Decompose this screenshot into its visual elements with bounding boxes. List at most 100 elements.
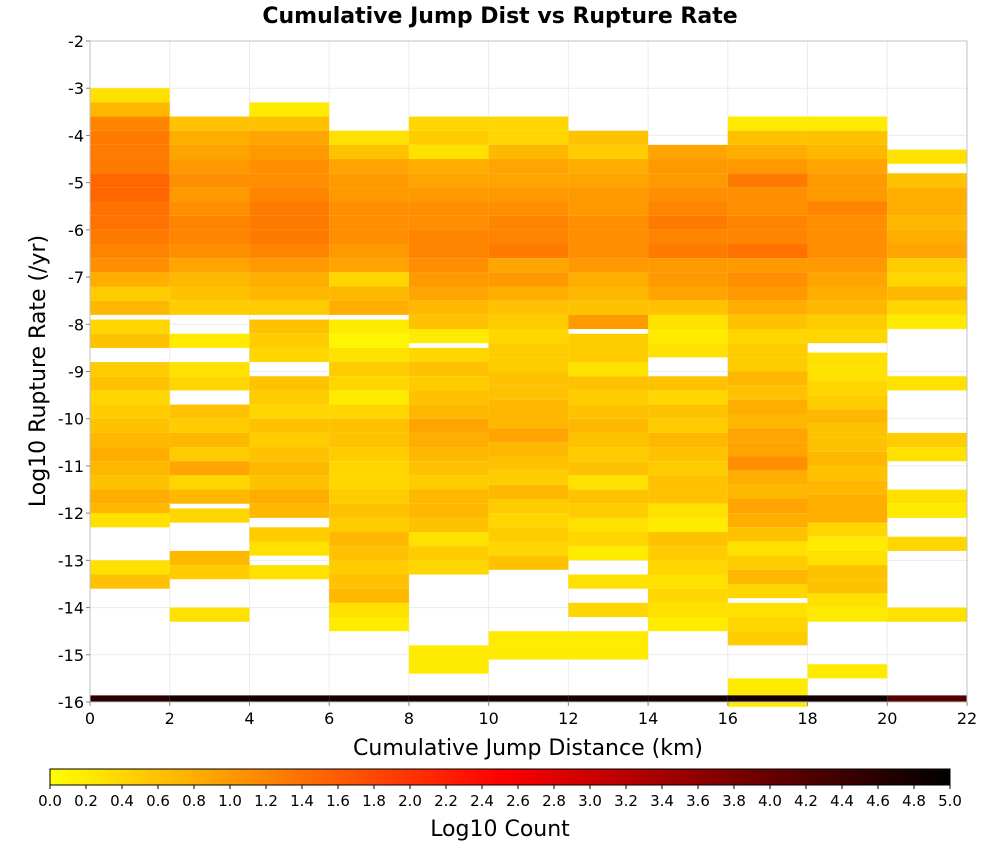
heatmap-cell: [807, 159, 888, 174]
heatmap-cell: [90, 390, 170, 405]
heatmap-cell: [648, 532, 728, 547]
heatmap-cell: [169, 244, 250, 259]
heatmap-cell: [408, 130, 489, 145]
heatmap-cell: [727, 286, 808, 301]
y-tick-label: -16: [58, 693, 84, 712]
heatmap-cell: [568, 432, 649, 448]
colorbar-ticks: 0.0 0.2 0.4 0.6 0.8 1.0 1.2 1.4 1.6 1.8 2.0 2.2 2.4 2…: [38, 785, 962, 810]
heatmap-cell: [568, 362, 649, 377]
heatmap-cell: [169, 376, 250, 391]
heatmap-cell: [807, 258, 888, 273]
heatmap-cell: [568, 517, 649, 533]
heatmap-cell: [249, 258, 330, 273]
heatmap-cell: [568, 475, 649, 490]
heatmap-cell: [648, 229, 728, 245]
heatmap-cell: [90, 489, 170, 504]
heatmap-cell: [408, 404, 489, 419]
heatmap-cell: [807, 395, 888, 410]
heatmap-cell: [488, 343, 569, 358]
colorbar-tick-label: 0.6: [146, 792, 170, 810]
heatmap-cell: [488, 357, 569, 372]
heatmap-cell: [887, 201, 967, 216]
heatmap-cell: [488, 130, 569, 145]
heatmap-cell: [90, 215, 170, 230]
heatmap-cell: [169, 475, 250, 490]
heatmap-cell: [329, 447, 409, 462]
y-tick-label: -15: [58, 646, 84, 665]
heatmap-cell: [648, 258, 728, 273]
heatmap-cell: [329, 461, 409, 476]
heatmap-cell: [90, 173, 170, 188]
colorbar-tick-label: 3.4: [650, 792, 674, 810]
heatmap-cell: [887, 489, 967, 504]
heatmap-cell: [90, 418, 170, 433]
heatmap-cell: [887, 173, 967, 188]
heatmap-cell: [408, 418, 489, 433]
heatmap-cell: [329, 333, 409, 348]
heatmap-cell: [648, 343, 728, 358]
heatmap-cell: [329, 229, 409, 245]
heatmap-cell: [249, 489, 330, 504]
heatmap-cell: [408, 300, 489, 315]
heatmap-cell: [727, 371, 808, 386]
heatmap-cell: [807, 409, 888, 424]
heatmap-cell: [488, 498, 569, 514]
heatmap-cell: [90, 513, 170, 528]
heatmap-cell: [488, 413, 569, 429]
heatmap-cell: [887, 272, 967, 287]
heatmap-cell: [169, 607, 250, 622]
heatmap-cell: [488, 442, 569, 457]
heatmap-cell: [488, 300, 569, 315]
heatmap-cell: [488, 555, 569, 570]
x-tick-label: 16: [718, 709, 738, 728]
heatmap-cell: [568, 602, 649, 618]
heatmap-cell: [408, 475, 489, 490]
heatmap-cell: [329, 244, 409, 259]
heatmap-cell: [488, 371, 569, 386]
heatmap-cell: [90, 258, 170, 273]
heatmap-cell: [329, 532, 409, 547]
heatmap-cell: [90, 272, 170, 287]
heatmap-cell: [568, 404, 649, 419]
heatmap-cell: [249, 173, 330, 188]
heatmap-cell: [727, 144, 808, 160]
heatmap-cell: [488, 399, 569, 415]
heatmap-cell: [648, 390, 728, 405]
heatmap-cell: [648, 300, 728, 315]
heatmap-cell: [408, 447, 489, 462]
heatmap-cell: [329, 376, 409, 391]
heatmap-cell: [887, 258, 967, 273]
heatmap-cell: [169, 159, 250, 174]
heatmap-cell: [169, 286, 250, 301]
heatmap-cell: [568, 215, 649, 230]
heatmap-cell: [169, 130, 250, 145]
heatmap-cell: [90, 187, 170, 202]
colorbar-tick-label: 0.2: [74, 792, 98, 810]
heatmap-cell: [408, 159, 489, 174]
heatmap-cell: [807, 272, 888, 287]
heatmap-cell: [408, 329, 489, 344]
x-tick-label: 2: [165, 709, 175, 728]
heatmap-cell: [887, 503, 967, 518]
heatmap-cell: [488, 541, 569, 556]
heatmap-cell: [727, 617, 808, 632]
heatmap-cell: [90, 130, 170, 145]
heatmap-cell: [488, 527, 569, 542]
colorbar-tick-label: 1.6: [326, 792, 350, 810]
heatmap-cell: [488, 173, 569, 188]
heatmap-cell: [568, 159, 649, 174]
heatmap-cell: [727, 357, 808, 372]
x-tick-label: 12: [558, 709, 578, 728]
heatmap-cell: [648, 475, 728, 490]
heatmap-cell: [169, 187, 250, 202]
heatmap-cell: [568, 173, 649, 188]
heatmap-cell: [169, 565, 250, 580]
colorbar-tick-label: 0.4: [110, 792, 134, 810]
heatmap-cell: [727, 272, 808, 287]
heatmap-cell: [488, 286, 569, 301]
heatmap-cell: [249, 244, 330, 259]
x-axis-label: Cumulative Jump Distance (km): [353, 736, 703, 761]
heatmap-cell: [807, 508, 888, 523]
heatmap-cell: [568, 376, 649, 391]
heatmap-cell-bottom: [249, 695, 330, 702]
